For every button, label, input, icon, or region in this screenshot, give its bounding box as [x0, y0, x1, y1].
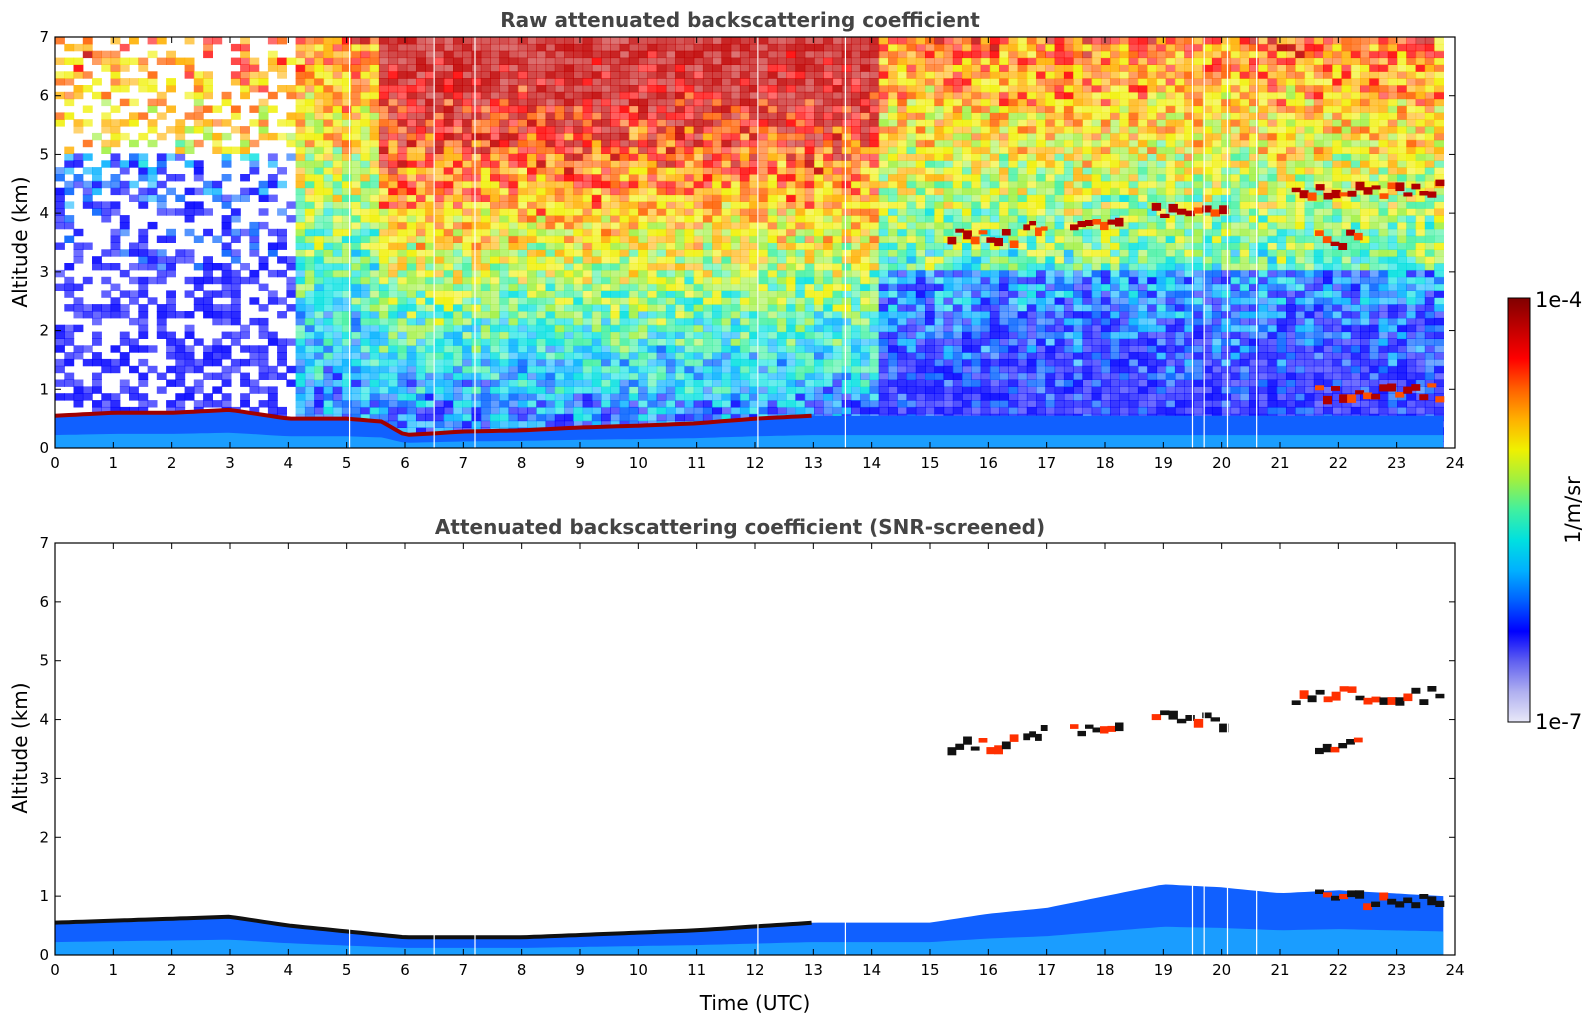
x-tick-label: 15: [920, 961, 939, 979]
x-tick-label: 21: [1270, 454, 1289, 472]
panel-title-raw: Raw attenuated backscattering coefficien…: [500, 8, 980, 32]
x-tick-label: 13: [804, 454, 823, 472]
y-tick-label: 1: [39, 380, 49, 398]
x-tick-label: 16: [979, 961, 998, 979]
x-tick-label: 24: [1445, 454, 1464, 472]
x-tick-label: 4: [284, 961, 294, 979]
y-tick-label: 2: [39, 828, 49, 846]
y-tick-label: 0: [39, 946, 49, 964]
x-tick-label: 18: [1095, 961, 1114, 979]
y-tick-label: 6: [39, 593, 49, 611]
x-tick-label: 15: [920, 454, 939, 472]
x-tick-label: 12: [745, 961, 764, 979]
x-tick-label: 1: [109, 961, 119, 979]
x-tick-label: 5: [342, 961, 352, 979]
x-tick-label: 21: [1270, 961, 1289, 979]
x-tick-label: 6: [400, 961, 410, 979]
y-axis-ticks: 0 1 2 3 4 5 6 7: [39, 28, 1455, 457]
y-tick-label: 2: [39, 322, 49, 340]
snr-screened-backscatter-heatmap: [54, 543, 1445, 955]
x-tick-label: 11: [687, 961, 706, 979]
x-tick-label: 24: [1445, 961, 1464, 979]
x-axis-label: Time (UTC): [699, 991, 811, 1015]
panel-title-snr-screened: Attenuated backscattering coefficient (S…: [435, 515, 1045, 539]
y-axis-label: Altitude (km): [8, 176, 32, 307]
raw-backscatter-heatmap: [54, 37, 1445, 449]
y-tick-label: 1: [39, 887, 49, 905]
x-tick-label: 17: [1037, 454, 1056, 472]
y-tick-label: 7: [39, 28, 49, 46]
x-tick-label: 23: [1387, 961, 1406, 979]
y-tick-label: 3: [39, 769, 49, 787]
colorbar: 1e-4 1e-7 1/m/sr: [1507, 288, 1585, 734]
raw-backscatter-panel: Raw attenuated backscattering coefficien…: [8, 8, 1465, 472]
colorbar-unit-label: 1/m/sr: [1561, 476, 1585, 544]
y-tick-label: 4: [39, 204, 49, 222]
x-tick-label: 2: [167, 454, 177, 472]
colorbar-min-label: 1e-7: [1535, 710, 1582, 734]
x-tick-label: 16: [979, 454, 998, 472]
x-tick-label: 0: [50, 454, 60, 472]
x-tick-label: 9: [575, 454, 585, 472]
x-tick-label: 20: [1212, 454, 1231, 472]
x-tick-label: 22: [1329, 961, 1348, 979]
x-tick-label: 19: [1154, 961, 1173, 979]
y-tick-label: 3: [39, 263, 49, 281]
x-tick-label: 3: [225, 454, 235, 472]
x-tick-label: 8: [517, 961, 527, 979]
x-tick-label: 2: [167, 961, 177, 979]
y-tick-label: 0: [39, 439, 49, 457]
y-tick-label: 6: [39, 87, 49, 105]
x-tick-label: 0: [50, 961, 60, 979]
y-tick-label: 5: [39, 652, 49, 670]
x-tick-label: 3: [225, 961, 235, 979]
x-axis-ticks: 0 1 2 3 4 5 6 7 8 9 10 11 12 13 14 15 16 17 18 19 20 21 22 23 24: [50, 543, 1465, 979]
x-tick-label: 11: [687, 454, 706, 472]
x-tick-label: 10: [629, 454, 648, 472]
x-tick-label: 20: [1212, 961, 1231, 979]
x-tick-label: 23: [1387, 454, 1406, 472]
x-tick-label: 19: [1154, 454, 1173, 472]
y-tick-label: 7: [39, 534, 49, 552]
y-axis-ticks: 0 1 2 3 4 5 6 7: [39, 534, 1455, 964]
x-tick-label: 5: [342, 454, 352, 472]
snr-screened-backscatter-panel: Attenuated backscattering coefficient (S…: [8, 515, 1465, 1015]
x-tick-label: 9: [575, 961, 585, 979]
y-tick-label: 4: [39, 711, 49, 729]
x-tick-label: 6: [400, 454, 410, 472]
x-tick-label: 8: [517, 454, 527, 472]
x-tick-label: 4: [284, 454, 294, 472]
x-tick-label: 22: [1329, 454, 1348, 472]
x-tick-label: 14: [862, 961, 881, 979]
x-tick-label: 7: [459, 454, 469, 472]
x-tick-label: 14: [862, 454, 881, 472]
x-tick-label: 10: [629, 961, 648, 979]
colorbar-max-label: 1e-4: [1535, 288, 1582, 312]
x-tick-label: 18: [1095, 454, 1114, 472]
x-tick-label: 12: [745, 454, 764, 472]
x-tick-label: 1: [109, 454, 119, 472]
x-tick-label: 7: [459, 961, 469, 979]
x-tick-label: 13: [804, 961, 823, 979]
y-tick-label: 5: [39, 145, 49, 163]
x-tick-label: 17: [1037, 961, 1056, 979]
y-axis-label: Altitude (km): [8, 682, 32, 813]
colorbar-gradient: [1507, 297, 1531, 723]
x-axis-ticks: 0 1 2 3 4 5 6 7 8 9 10 11 12 13 14 15 16 17 18 19 20 21 22 23 24: [50, 37, 1465, 472]
